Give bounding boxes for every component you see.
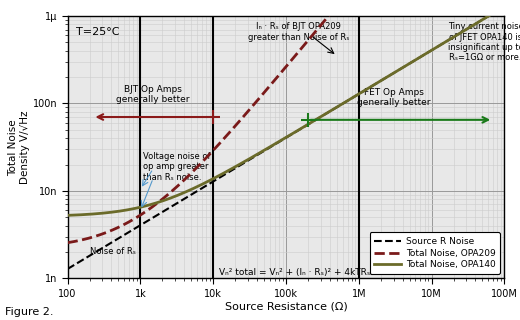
Source R Noise [87, 254, 93, 258]
Source R Noise [277, 140, 283, 143]
Total Noise, OPA140 [87, 212, 93, 216]
Total Noise, OPA140 [488, 12, 495, 16]
Total Noise, OPA209 [64, 241, 71, 244]
Text: Noise of Rₛ: Noise of Rₛ [89, 247, 135, 256]
Source R Noise [488, 12, 495, 16]
Total Noise, OPA209 [277, 72, 283, 76]
X-axis label: Source Resistance (Ω): Source Resistance (Ω) [225, 301, 347, 312]
Total Noise, OPA140 [408, 60, 414, 64]
Text: Tiny current noise
of JFET OPA140 is
insignificant up to
Rₛ=1GΩ or more.: Tiny current noise of JFET OPA140 is ins… [448, 22, 520, 62]
Text: Figure 2.: Figure 2. [5, 307, 54, 317]
Text: BJT Op Amps
generally better: BJT Op Amps generally better [116, 85, 190, 104]
Text: FET Op Amps
generally better: FET Op Amps generally better [357, 88, 430, 107]
Source R Noise [265, 146, 271, 150]
Total Noise, OPA209 [87, 236, 93, 240]
Total Noise, OPA140 [489, 12, 495, 16]
Line: Total Noise, OPA140: Total Noise, OPA140 [68, 6, 504, 215]
Text: Voltage noise of
op amp greater
than Rₛ noise.: Voltage noise of op amp greater than Rₛ … [144, 152, 211, 182]
Source R Noise [501, 4, 508, 8]
Legend: Source R Noise, Total Noise, OPA209, Total Noise, OPA140: Source R Noise, Total Noise, OPA209, Tot… [370, 232, 500, 274]
Line: Source R Noise: Source R Noise [68, 6, 504, 269]
Source R Noise [408, 60, 414, 64]
Total Noise, OPA140 [501, 4, 508, 8]
Y-axis label: Total Noise
Density V/√Hz: Total Noise Density V/√Hz [8, 110, 30, 184]
Source R Noise [489, 12, 495, 16]
Source R Noise [64, 267, 71, 271]
Text: T=25°C: T=25°C [76, 27, 120, 37]
Line: Total Noise, OPA209: Total Noise, OPA209 [68, 0, 504, 243]
Text: Vₙ² total = Vₙ² + (Iₙ · Rₛ)² + 4kTRₛ: Vₙ² total = Vₙ² + (Iₙ · Rₛ)² + 4kTRₛ [219, 268, 370, 276]
Total Noise, OPA140 [277, 139, 283, 143]
Total Noise, OPA209 [265, 85, 271, 89]
Total Noise, OPA140 [64, 213, 71, 217]
Total Noise, OPA140 [265, 146, 271, 150]
Text: Iₙ · Rₛ of BJT OPA209
greater than Noise of Rₛ: Iₙ · Rₛ of BJT OPA209 greater than Noise… [248, 22, 349, 42]
